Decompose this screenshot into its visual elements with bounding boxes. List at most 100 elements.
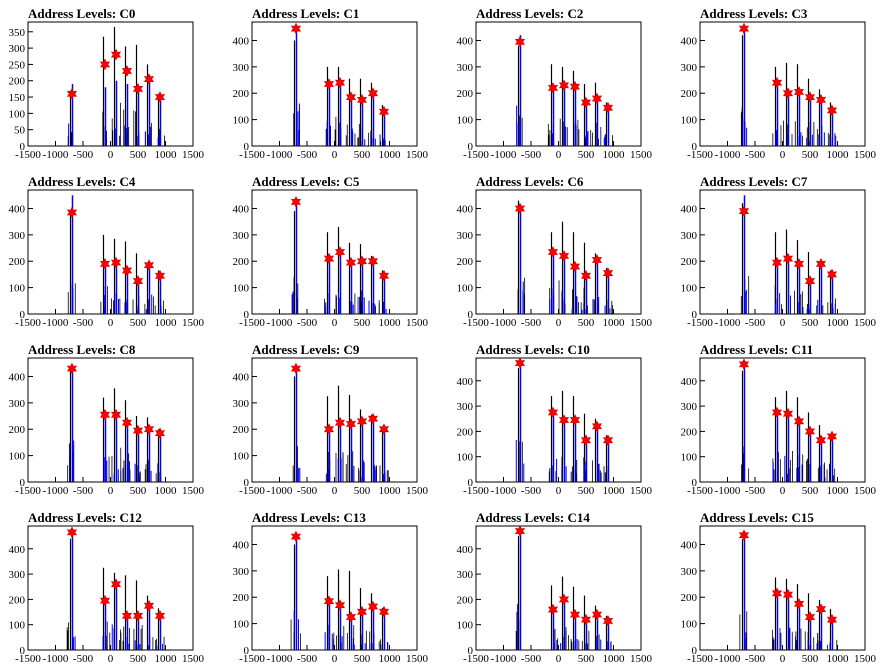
peak-marker — [602, 267, 614, 279]
x-tick-label: -1500 — [687, 653, 713, 665]
y-tick-label: 0 — [20, 141, 26, 153]
peak-marker — [738, 358, 750, 371]
peak-marker — [793, 415, 805, 428]
x-tick-label: 500 — [578, 485, 595, 497]
peak-marker — [345, 91, 357, 104]
x-tick-label: -1000 — [715, 149, 741, 161]
y-tick-label: 200 — [681, 88, 698, 100]
y-tick-label: 100 — [681, 115, 698, 127]
x-tick-label: 1500 — [182, 149, 205, 161]
x-tick-label: -1000 — [267, 485, 293, 497]
y-tick-label: 400 — [233, 371, 250, 383]
peak-marker — [591, 608, 603, 621]
plot-frame — [27, 189, 194, 315]
y-tick-label: 100 — [233, 619, 250, 631]
x-tick-label: -500 — [73, 653, 94, 665]
peak-marker — [738, 205, 750, 217]
y-tick-label: 0 — [692, 141, 698, 153]
peak-marker — [356, 415, 368, 428]
x-tick-label: 0 — [780, 653, 786, 665]
peak-marker — [514, 357, 526, 369]
peak-marker — [99, 258, 111, 270]
y-tick-label: 300 — [457, 230, 474, 242]
x-tick-label: -1000 — [267, 149, 293, 161]
x-tick-label: 1000 — [603, 149, 626, 161]
x-tick-label: 500 — [130, 317, 147, 329]
x-tick-label: -500 — [73, 485, 94, 497]
x-tick-label: 1000 — [379, 485, 402, 497]
peak-marker — [378, 269, 390, 282]
plot-frame — [27, 525, 194, 651]
x-tick-label: -500 — [73, 317, 94, 329]
x-tick-label: 1000 — [379, 317, 402, 329]
plot-frame — [251, 189, 418, 315]
x-tick-label: 1500 — [182, 653, 205, 665]
y-tick-label: 300 — [681, 566, 698, 578]
x-tick-label: -1500 — [463, 653, 489, 665]
x-tick-label: 1500 — [630, 317, 653, 329]
x-tick-label: 1000 — [827, 149, 850, 161]
x-tick-label: -1000 — [43, 653, 69, 665]
peak-marker — [580, 434, 592, 447]
chart-title: Address Levels: C11 — [700, 342, 813, 357]
x-tick-label: 500 — [130, 149, 147, 161]
x-tick-label: -1000 — [715, 485, 741, 497]
y-tick-label: 0 — [244, 645, 250, 657]
y-tick-label: 200 — [9, 424, 26, 436]
peak-marker — [110, 256, 122, 269]
x-tick-label: -500 — [521, 653, 542, 665]
y-tick-label: 0 — [244, 141, 250, 153]
x-tick-label: -1500 — [15, 149, 41, 161]
peak-marker — [323, 595, 335, 608]
x-tick-label: -500 — [297, 317, 318, 329]
x-tick-label: 1500 — [854, 485, 877, 497]
peak-marker — [580, 613, 592, 626]
peak-marker — [514, 525, 526, 537]
x-tick-label: 1000 — [827, 317, 850, 329]
x-tick-label: -1000 — [715, 317, 741, 329]
x-tick-label: -1000 — [491, 653, 517, 665]
plot-frame — [251, 357, 418, 483]
peak-marker — [826, 430, 838, 443]
y-tick-label: 200 — [9, 76, 26, 88]
x-tick-label: 0 — [108, 317, 114, 329]
peak-marker — [815, 603, 827, 615]
x-tick-label: -500 — [745, 149, 766, 161]
plot-frame — [27, 357, 194, 483]
peak-marker — [378, 605, 390, 618]
x-tick-label: -1000 — [491, 149, 517, 161]
y-tick-label: 300 — [9, 569, 26, 581]
y-tick-label: 200 — [233, 256, 250, 268]
y-tick-label: 0 — [244, 477, 250, 489]
y-tick-label: 0 — [244, 309, 250, 321]
peak-marker — [826, 613, 838, 626]
x-tick-label: 1500 — [182, 317, 205, 329]
chart-panel-c3: Address Levels: C3 0 100 200 300 400 -1500 -100… — [681, 6, 877, 161]
x-tick-label: 0 — [332, 317, 338, 329]
y-tick-label: 100 — [457, 452, 474, 464]
peak-marker — [132, 275, 144, 287]
x-tick-label: 1500 — [182, 485, 205, 497]
peak-marker — [804, 425, 816, 438]
chart-panel-c12: Address Levels: C12 0 100 200 300 400 -1500 -10… — [9, 510, 205, 665]
peak-marker — [558, 79, 570, 92]
y-tick-label: 300 — [233, 62, 250, 74]
peak-marker — [290, 530, 302, 543]
y-tick-label: 100 — [681, 452, 698, 464]
peak-marker — [580, 96, 592, 109]
plot-frame — [251, 525, 418, 651]
peak-marker — [334, 246, 346, 258]
x-tick-label: 1000 — [827, 485, 850, 497]
peak-marker — [782, 252, 794, 265]
plot-frame — [27, 21, 194, 147]
y-tick-label: 200 — [681, 256, 698, 268]
x-tick-label: 0 — [556, 485, 562, 497]
peak-marker — [738, 22, 750, 35]
x-tick-label: 0 — [108, 653, 114, 665]
x-tick-label: -1500 — [687, 149, 713, 161]
y-tick-label: 400 — [681, 203, 698, 215]
peak-marker — [154, 609, 166, 622]
x-tick-label: 500 — [802, 317, 819, 329]
peak-marker — [826, 104, 838, 117]
